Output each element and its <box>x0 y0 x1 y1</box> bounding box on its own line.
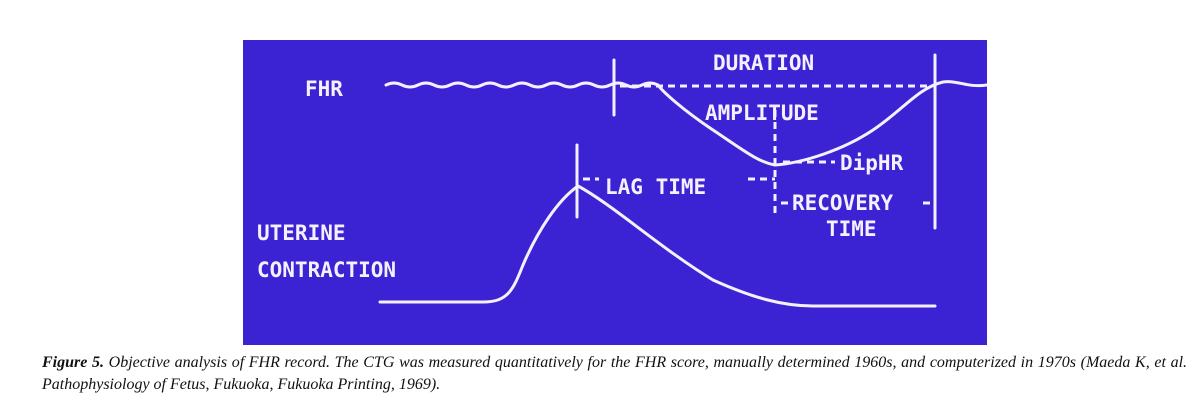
uc-label: UTERINE <box>257 221 346 245</box>
dashed-lines <box>583 84 933 218</box>
caption: Figure 5. Objective analysis of FHR reco… <box>42 352 1187 396</box>
traces <box>378 53 987 308</box>
caption-label: Figure 5. <box>42 354 104 371</box>
fhr-label: FHR <box>305 77 343 101</box>
diphr-label: DipHR <box>840 151 904 175</box>
recovery-label: TIME <box>826 217 877 241</box>
amplitude-label: AMPLITUDE <box>705 101 819 125</box>
uc-trace <box>378 184 937 308</box>
fhr-trace <box>384 80 987 167</box>
recovery-label: RECOVERY <box>792 191 894 215</box>
figure-image: FHR DURATION AMPLITUDE DipHR LAG TIME RE… <box>243 40 987 345</box>
duration-label: DURATION <box>713 51 814 75</box>
lag-time-label: LAG TIME <box>605 175 706 199</box>
uc-label: CONTRACTION <box>257 258 396 282</box>
caption-text: Objective analysis of FHR record. The CT… <box>42 354 1188 393</box>
